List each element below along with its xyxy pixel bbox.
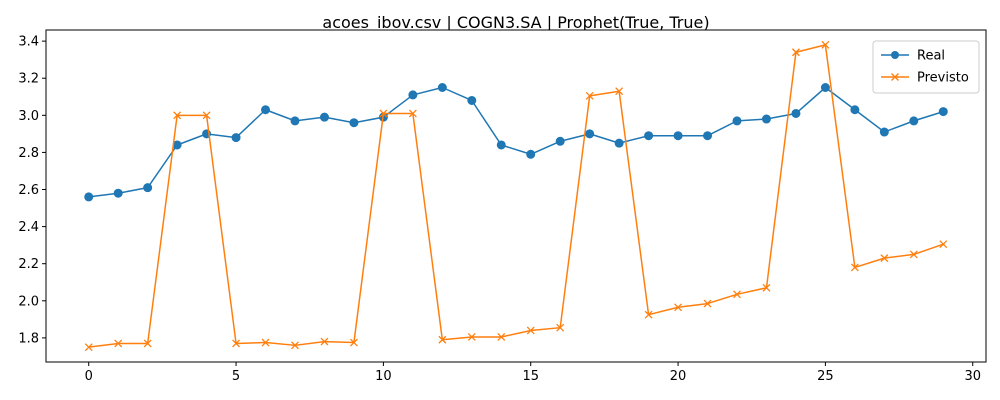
- x-axis: 0 5 10 15 20 25 30: [85, 362, 981, 384]
- y-axis: 1.8 2.0 2.2 2.4 2.6 2.8 3.0 3.2 3.4: [18, 35, 46, 346]
- y-tick-label: 3.4: [18, 35, 39, 50]
- data-point-real: [113, 188, 123, 198]
- data-point-previsto: [467, 333, 476, 341]
- data-point-real: [879, 127, 889, 137]
- data-point-real: [526, 149, 536, 159]
- data-point-real: [437, 82, 447, 92]
- data-point-real: [820, 82, 830, 92]
- data-point-real: [555, 136, 565, 146]
- legend-item-previsto: Previsto: [881, 71, 969, 86]
- data-point-previsto: [556, 323, 565, 332]
- data-point-previsto: [526, 326, 535, 335]
- x-tick-label: 25: [817, 369, 834, 384]
- data-point-previsto: [261, 338, 270, 347]
- data-point-previsto: [202, 111, 211, 120]
- series-line-real: [88, 86, 944, 198]
- y-tick-label: 2.2: [18, 257, 39, 272]
- y-tick-label: 3.0: [18, 109, 39, 124]
- x-tick-label: 30: [964, 369, 981, 384]
- x-tick-label: 10: [375, 369, 392, 384]
- legend-marker-previsto: [891, 73, 899, 81]
- y-tick-label: 2.6: [18, 183, 39, 198]
- data-point-real: [84, 192, 94, 202]
- data-point-previsto: [791, 48, 800, 57]
- data-point-previsto: [821, 40, 830, 49]
- data-point-real: [644, 131, 654, 141]
- data-point-previsto: [84, 343, 93, 352]
- data-point-previsto: [880, 254, 889, 263]
- data-point-real: [614, 138, 624, 148]
- data-point-previsto: [674, 303, 683, 312]
- x-tick-label: 0: [85, 369, 93, 384]
- legend-box: [872, 40, 980, 94]
- data-point-previsto: [232, 339, 241, 348]
- data-point-real: [938, 107, 948, 117]
- legend: Real Previsto: [872, 40, 980, 94]
- x-tick-label: 20: [670, 369, 687, 384]
- y-tick-label: 3.2: [18, 72, 39, 87]
- data-point-previsto: [762, 283, 771, 292]
- x-tick-label: 5: [232, 369, 240, 384]
- data-point-previsto: [939, 240, 948, 249]
- data-point-previsto: [703, 299, 712, 308]
- legend-label-previsto: Previsto: [917, 71, 969, 86]
- data-point-previsto: [379, 109, 388, 118]
- data-point-previsto: [909, 250, 918, 259]
- legend-label-real: Real: [917, 49, 945, 64]
- data-point-previsto: [408, 109, 417, 118]
- data-point-real: [496, 140, 506, 150]
- y-tick-label: 1.8: [18, 331, 39, 346]
- data-point-real: [231, 133, 241, 143]
- data-point-real: [673, 131, 683, 141]
- data-point-real: [909, 116, 919, 126]
- data-point-previsto: [320, 337, 329, 346]
- data-point-real: [261, 105, 271, 115]
- legend-item-real: Real: [881, 49, 945, 64]
- data-point-real: [290, 116, 300, 126]
- data-point-previsto: [438, 335, 447, 344]
- data-point-real: [703, 131, 713, 141]
- data-point-real: [319, 112, 329, 122]
- y-tick-label: 2.0: [18, 294, 39, 309]
- plot-frame: [45, 29, 987, 363]
- data-point-real: [761, 114, 771, 124]
- data-point-real: [732, 116, 742, 126]
- data-point-previsto: [644, 310, 653, 319]
- series-line-previsto: [88, 44, 944, 348]
- data-point-previsto: [291, 341, 299, 350]
- data-point-previsto: [349, 338, 358, 347]
- data-point-previsto: [733, 290, 741, 299]
- data-point-previsto: [615, 87, 624, 96]
- data-point-real: [467, 95, 477, 105]
- y-tick-label: 2.8: [18, 146, 39, 161]
- chart-title: acoes_ibov.csv | COGN3.SA | Prophet(True…: [322, 13, 709, 33]
- x-tick-label: 15: [522, 369, 539, 384]
- data-point-real: [585, 129, 595, 139]
- data-point-previsto: [850, 263, 859, 272]
- data-point-previsto: [585, 91, 594, 100]
- legend-marker-real: [891, 51, 899, 59]
- data-point-previsto: [143, 339, 152, 348]
- data-point-real: [408, 90, 418, 100]
- data-point-real: [791, 108, 801, 118]
- data-point-previsto: [114, 339, 123, 348]
- series-layer: [84, 40, 948, 352]
- data-point-previsto: [173, 111, 182, 120]
- data-point-previsto: [497, 333, 506, 341]
- y-tick-label: 2.4: [18, 220, 39, 235]
- data-point-real: [850, 105, 860, 115]
- data-point-real: [349, 118, 359, 128]
- data-point-real: [143, 183, 153, 193]
